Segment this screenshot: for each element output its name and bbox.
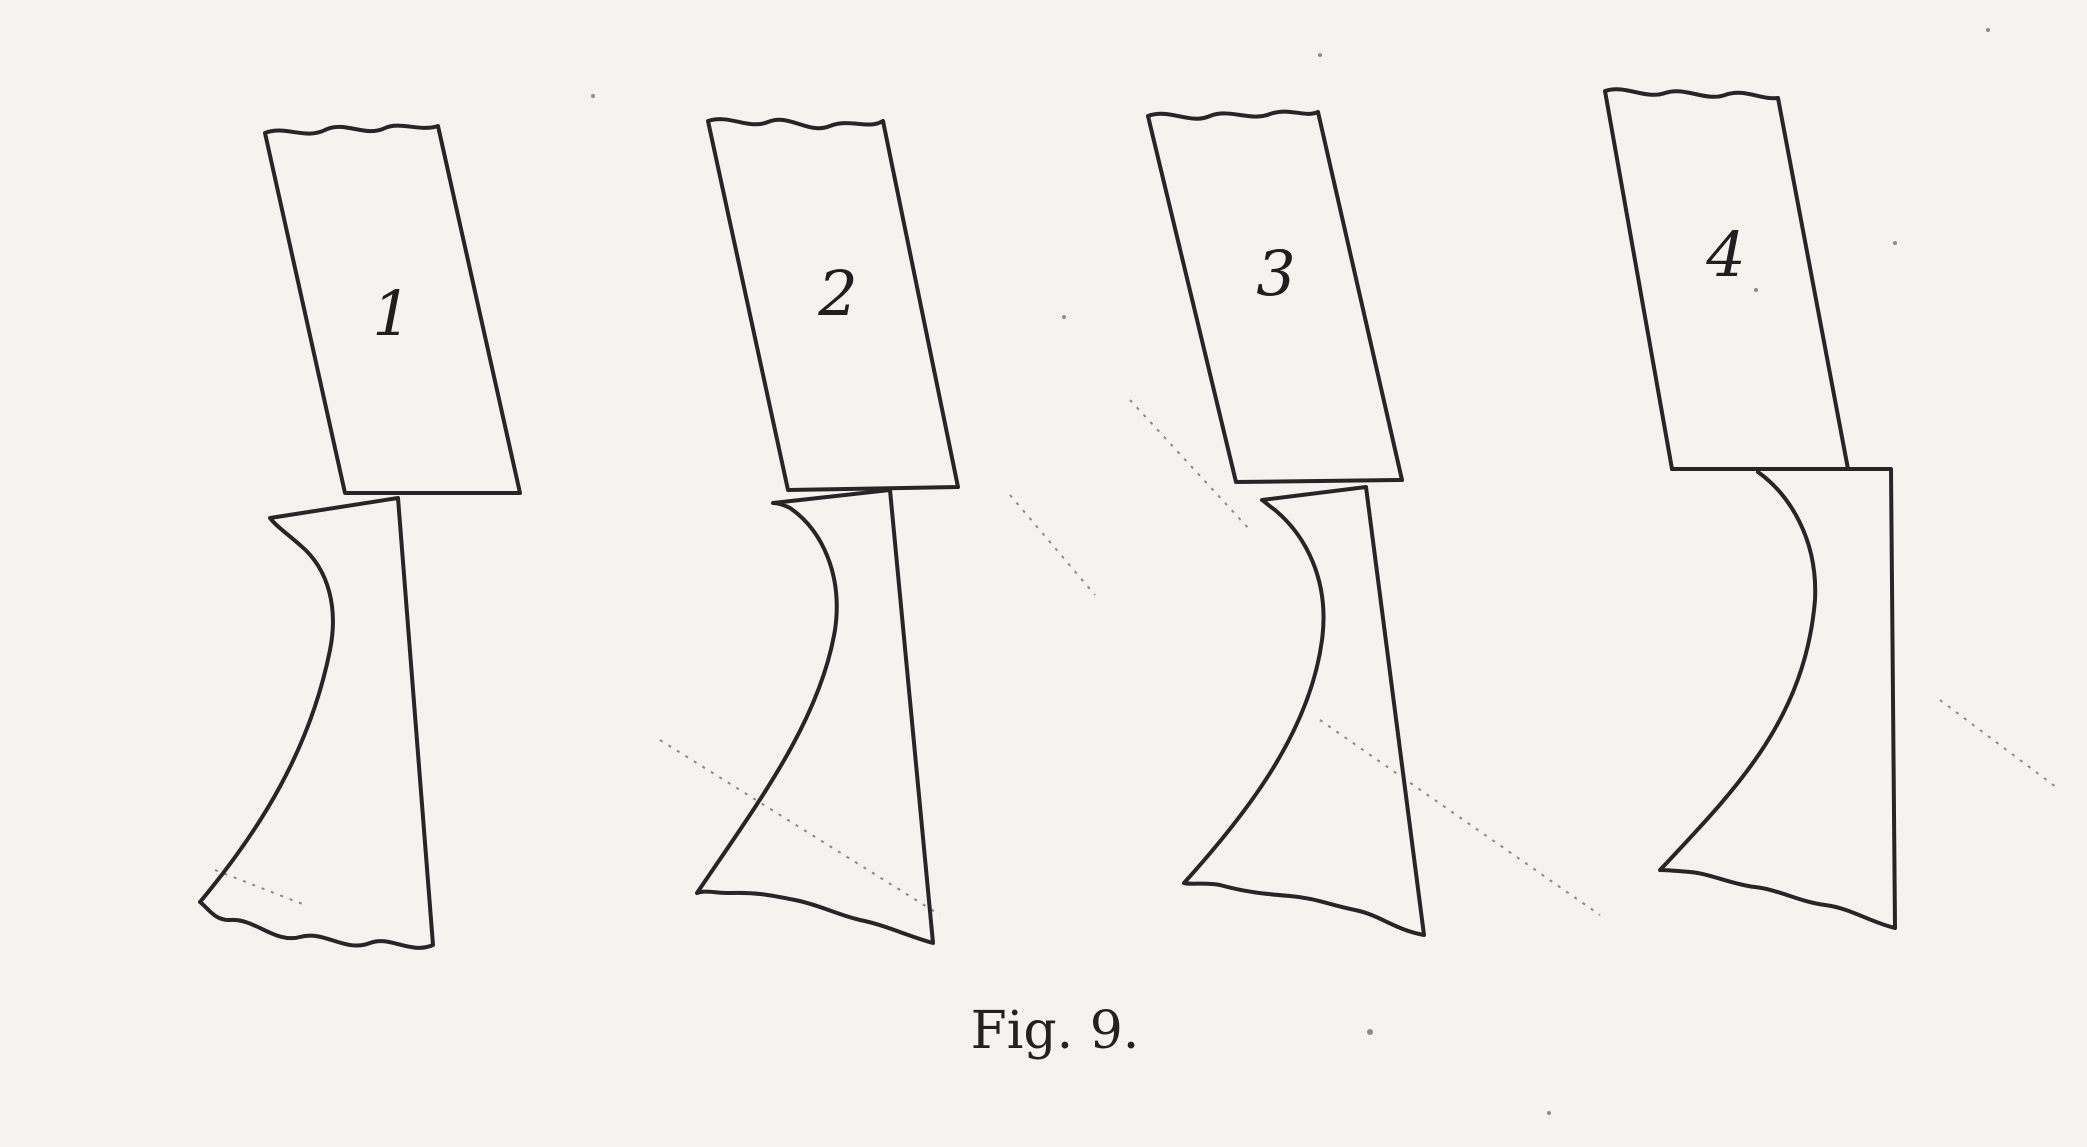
tool-4-shank <box>1603 87 1850 471</box>
figure-caption: Fig. 9. <box>971 1001 1140 1061</box>
tool-3-blade <box>1182 485 1426 937</box>
cutting-tool-1: 1 <box>198 123 522 950</box>
paper-marks <box>214 28 2061 1115</box>
cutting-tool-4: 4 <box>1603 87 1897 930</box>
tool-2-label: 2 <box>817 257 857 330</box>
tool-4-label: 4 <box>1705 218 1745 291</box>
tool-2-blade <box>695 488 935 945</box>
tool-3-shank <box>1146 109 1404 484</box>
cutting-tool-3: 3 <box>1146 109 1426 937</box>
cutting-tool-2: 2 <box>695 117 960 945</box>
tool-4-blade <box>1658 467 1897 930</box>
tool-1-label: 1 <box>372 277 411 350</box>
tool-2-shank <box>706 117 960 492</box>
tool-1-shank <box>263 123 522 495</box>
tool-1-blade <box>198 496 435 950</box>
tool-3-label: 3 <box>1256 237 1295 310</box>
